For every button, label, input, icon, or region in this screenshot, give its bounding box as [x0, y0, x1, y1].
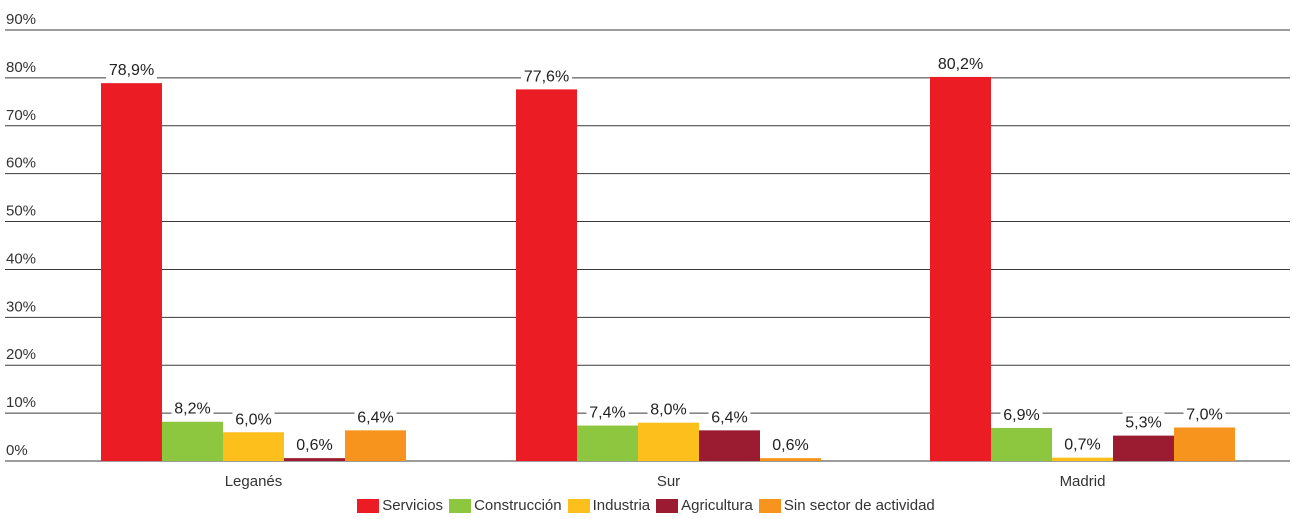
- legend-swatch: [449, 498, 472, 513]
- data-label-background: [647, 399, 690, 419]
- legend-label: Servicios: [382, 497, 444, 514]
- data-label-background: [171, 398, 214, 418]
- bar: [101, 83, 162, 461]
- x-category-label: Madrid: [1060, 473, 1106, 490]
- bar: [1113, 435, 1174, 461]
- bar: [760, 458, 821, 461]
- data-label-background: [354, 407, 397, 427]
- legend-label: Agricultura: [681, 497, 753, 514]
- data-label: 6,4%: [711, 409, 747, 426]
- legend-swatch: [758, 498, 781, 513]
- data-label: 5,3%: [1125, 415, 1161, 432]
- bar-chart: 0% 10% 20% 30% 40% 50% 60% 70% 80% 90% 78,9% 8,2% 6…: [5, 11, 1290, 490]
- y-tick-label: 10%: [6, 394, 36, 411]
- bar: [991, 427, 1052, 461]
- data-label-background: [1183, 404, 1226, 424]
- data-label-background: [1122, 412, 1165, 432]
- bar: [223, 432, 284, 461]
- bar: [162, 421, 223, 461]
- legend-item: Construcción: [449, 497, 562, 514]
- y-tick-label: 60%: [6, 155, 36, 172]
- legend-label: Industria: [592, 497, 651, 514]
- y-tick-label: 30%: [6, 298, 36, 315]
- data-label-background: [1061, 434, 1104, 454]
- bars: [101, 76, 1235, 461]
- y-tick-label: 90%: [6, 11, 36, 28]
- data-label: 77,6%: [524, 68, 569, 85]
- data-label-background: [293, 435, 336, 455]
- legend-item: Agricultura: [656, 497, 753, 514]
- bar: [638, 422, 699, 461]
- bar: [284, 458, 345, 461]
- data-label: 0,7%: [1064, 437, 1100, 454]
- legend-item: Industria: [567, 497, 651, 514]
- data-label: 6,9%: [1003, 407, 1039, 424]
- data-label: 7,4%: [589, 405, 625, 422]
- y-tick-label: 80%: [6, 59, 36, 76]
- legend: Servicios Construcción Industria Agricultur…: [0, 497, 1292, 514]
- bar: [345, 430, 406, 461]
- legend-swatch: [357, 498, 380, 513]
- legend-item: Sin sector de actividad: [758, 497, 935, 514]
- data-label: 6,4%: [357, 409, 393, 426]
- bar: [930, 76, 991, 461]
- legend-item: Servicios: [357, 497, 443, 514]
- bar: [1174, 427, 1235, 461]
- bar: [516, 89, 577, 461]
- legend-label: Construcción: [474, 497, 562, 514]
- legend-swatch: [567, 498, 590, 513]
- y-tick-label: 40%: [6, 250, 36, 267]
- data-label: 0,6%: [296, 437, 332, 454]
- legend-swatch: [656, 498, 679, 513]
- y-axis-tick-labels: 0% 10% 20% 30% 40% 50% 60% 70% 80% 90%: [6, 11, 36, 459]
- data-labels: 78,9% 8,2% 6,0% 0,6% 6,4% 77,6% 7,4% 8,0% 6,4% 0,…: [106, 53, 1226, 455]
- data-label: 7,0%: [1186, 406, 1222, 423]
- data-label-background: [521, 66, 572, 86]
- data-label: 8,0%: [650, 402, 686, 419]
- y-tick-label: 20%: [6, 346, 36, 363]
- bar: [1052, 457, 1113, 461]
- data-label-background: [586, 402, 629, 422]
- data-label: 8,2%: [174, 401, 210, 418]
- data-label-background: [769, 435, 812, 455]
- data-label-background: [1000, 404, 1043, 424]
- bar: [577, 425, 638, 461]
- x-category-label: Sur: [657, 473, 680, 490]
- data-label: 6,0%: [235, 411, 271, 428]
- gridlines: [5, 29, 1290, 462]
- x-category-label: Leganés: [225, 473, 283, 490]
- bar: [699, 430, 760, 461]
- data-label: 0,6%: [772, 437, 808, 454]
- x-axis-category-labels: Leganés Sur Madrid: [225, 473, 1106, 490]
- data-label-background: [106, 60, 157, 80]
- data-label: 78,9%: [109, 62, 154, 79]
- data-label-background: [232, 409, 275, 429]
- data-label: 80,2%: [938, 56, 983, 73]
- y-tick-label: 70%: [6, 107, 36, 124]
- data-label-background: [935, 53, 986, 73]
- data-label-background: [708, 407, 751, 427]
- y-tick-label: 0%: [6, 442, 28, 459]
- y-tick-label: 50%: [6, 203, 36, 220]
- legend-label: Sin sector de actividad: [783, 497, 935, 514]
